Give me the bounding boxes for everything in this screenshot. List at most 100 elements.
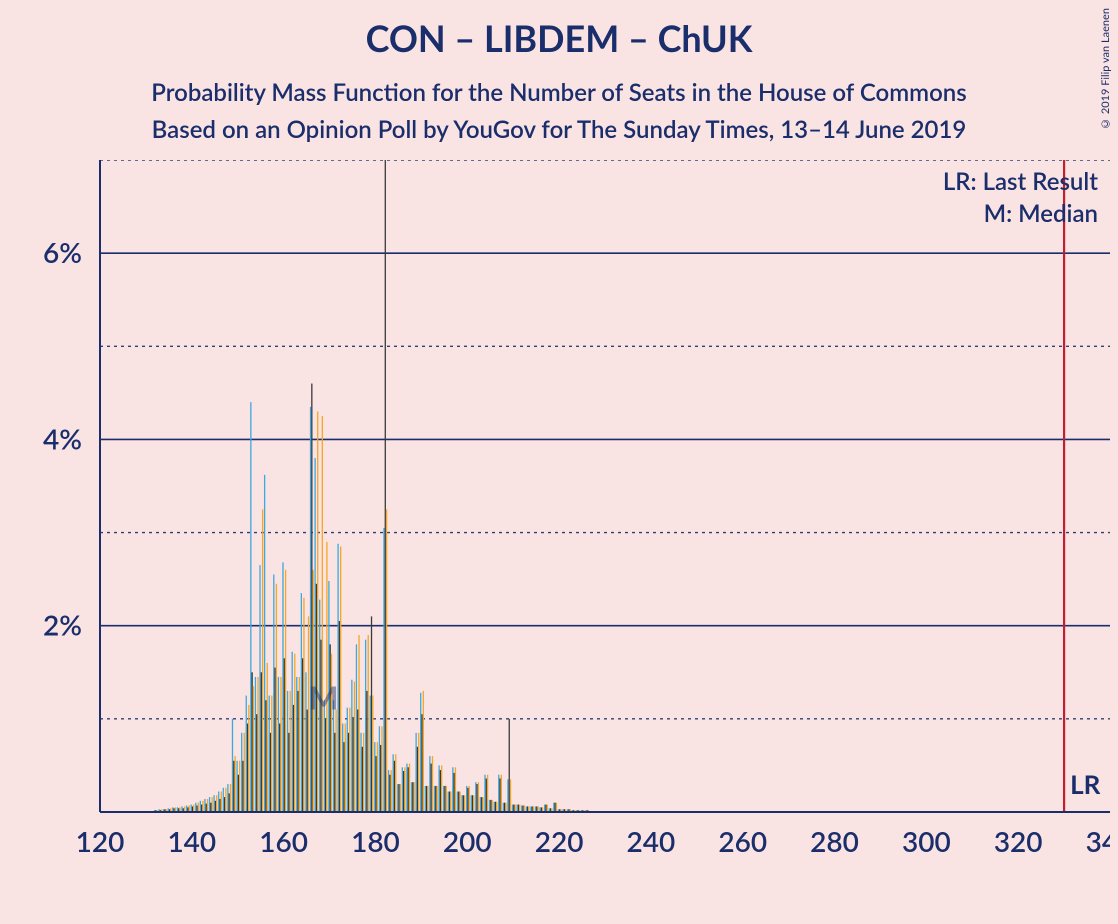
- bar: [357, 710, 358, 812]
- bar: [307, 710, 308, 812]
- bar: [438, 765, 439, 812]
- bar: [195, 803, 196, 812]
- bar: [509, 719, 510, 812]
- bar: [330, 644, 331, 812]
- bar: [425, 786, 426, 812]
- bar: [201, 805, 202, 812]
- bar: [193, 805, 194, 812]
- bar: [486, 778, 487, 812]
- bar: [406, 764, 407, 812]
- y-tick-label: 2%: [43, 608, 82, 642]
- legend-last-result: LR: Last Result: [943, 167, 1098, 196]
- y-tick-label: 4%: [43, 421, 82, 455]
- bar: [429, 756, 430, 812]
- x-tick-label: 320: [994, 824, 1043, 858]
- bar: [374, 742, 375, 812]
- bar: [409, 764, 410, 812]
- bar: [191, 805, 192, 812]
- bar: [371, 616, 372, 812]
- subtitle-line-1: Probability Mass Function for the Number…: [151, 78, 966, 107]
- bar: [248, 705, 249, 812]
- bar: [236, 761, 237, 812]
- bar: [452, 767, 453, 812]
- subtitle-line-2: Based on an Opinion Poll by YouGov for T…: [152, 115, 967, 144]
- bar: [503, 803, 504, 812]
- bar: [492, 800, 493, 812]
- bar: [345, 724, 346, 812]
- bar: [353, 717, 354, 812]
- bar: [297, 691, 298, 812]
- median-marker-label: M: [308, 678, 338, 717]
- bar: [413, 782, 414, 812]
- bar: [253, 686, 254, 812]
- bar: [404, 767, 405, 812]
- bar: [227, 784, 228, 812]
- bar: [385, 160, 386, 812]
- bar: [418, 733, 419, 812]
- bar: [426, 786, 427, 812]
- bar: [264, 475, 265, 812]
- x-tick-label: 260: [718, 824, 767, 858]
- bar: [351, 680, 352, 812]
- bar: [204, 799, 205, 812]
- bar: [340, 547, 341, 812]
- bar: [324, 700, 325, 812]
- bar: [510, 779, 511, 812]
- bar: [348, 733, 349, 812]
- bar: [476, 784, 477, 812]
- bar: [402, 767, 403, 812]
- bar: [383, 528, 384, 812]
- bar: [234, 756, 235, 812]
- bar: [230, 784, 231, 812]
- bar: [360, 733, 361, 812]
- bar: [482, 797, 483, 812]
- bar: [210, 803, 211, 812]
- bar: [547, 805, 548, 812]
- bar: [267, 663, 268, 812]
- bar: [366, 691, 367, 812]
- bar: [213, 795, 214, 812]
- bar: [473, 795, 474, 812]
- bar: [507, 779, 508, 812]
- bar: [454, 773, 455, 812]
- bar: [325, 719, 326, 812]
- bar: [444, 786, 445, 812]
- bar: [440, 770, 441, 812]
- bar: [299, 677, 300, 812]
- bar: [386, 509, 387, 812]
- bar: [455, 767, 456, 812]
- bar: [496, 802, 497, 812]
- bar: [242, 761, 243, 812]
- bar: [296, 677, 297, 812]
- bar: [354, 682, 355, 812]
- bar: [302, 658, 303, 812]
- bar: [514, 805, 515, 812]
- bar: [285, 570, 286, 812]
- chart-title: CON – LIBDEM – ChUK: [0, 0, 1118, 60]
- bar: [288, 733, 289, 812]
- bar: [292, 652, 293, 812]
- bar: [408, 767, 409, 812]
- bar: [397, 784, 398, 812]
- bar: [471, 795, 472, 812]
- bar: [463, 795, 464, 812]
- bar: [290, 691, 291, 812]
- bar: [322, 416, 323, 812]
- bar: [556, 803, 557, 812]
- bar: [339, 621, 340, 812]
- bar: [448, 792, 449, 812]
- bar: [273, 574, 274, 812]
- bar: [271, 696, 272, 812]
- chart-area: 2%4%6%1201401601802002202402602803003203…: [20, 160, 1110, 920]
- x-tick-label: 140: [167, 824, 216, 858]
- bar: [342, 724, 343, 812]
- bar: [334, 733, 335, 812]
- bar: [518, 805, 519, 812]
- bar: [443, 786, 444, 812]
- bar: [544, 805, 545, 812]
- bar: [423, 691, 424, 812]
- bar: [431, 764, 432, 812]
- bar: [368, 635, 369, 812]
- bar: [335, 710, 336, 812]
- bar: [365, 640, 366, 812]
